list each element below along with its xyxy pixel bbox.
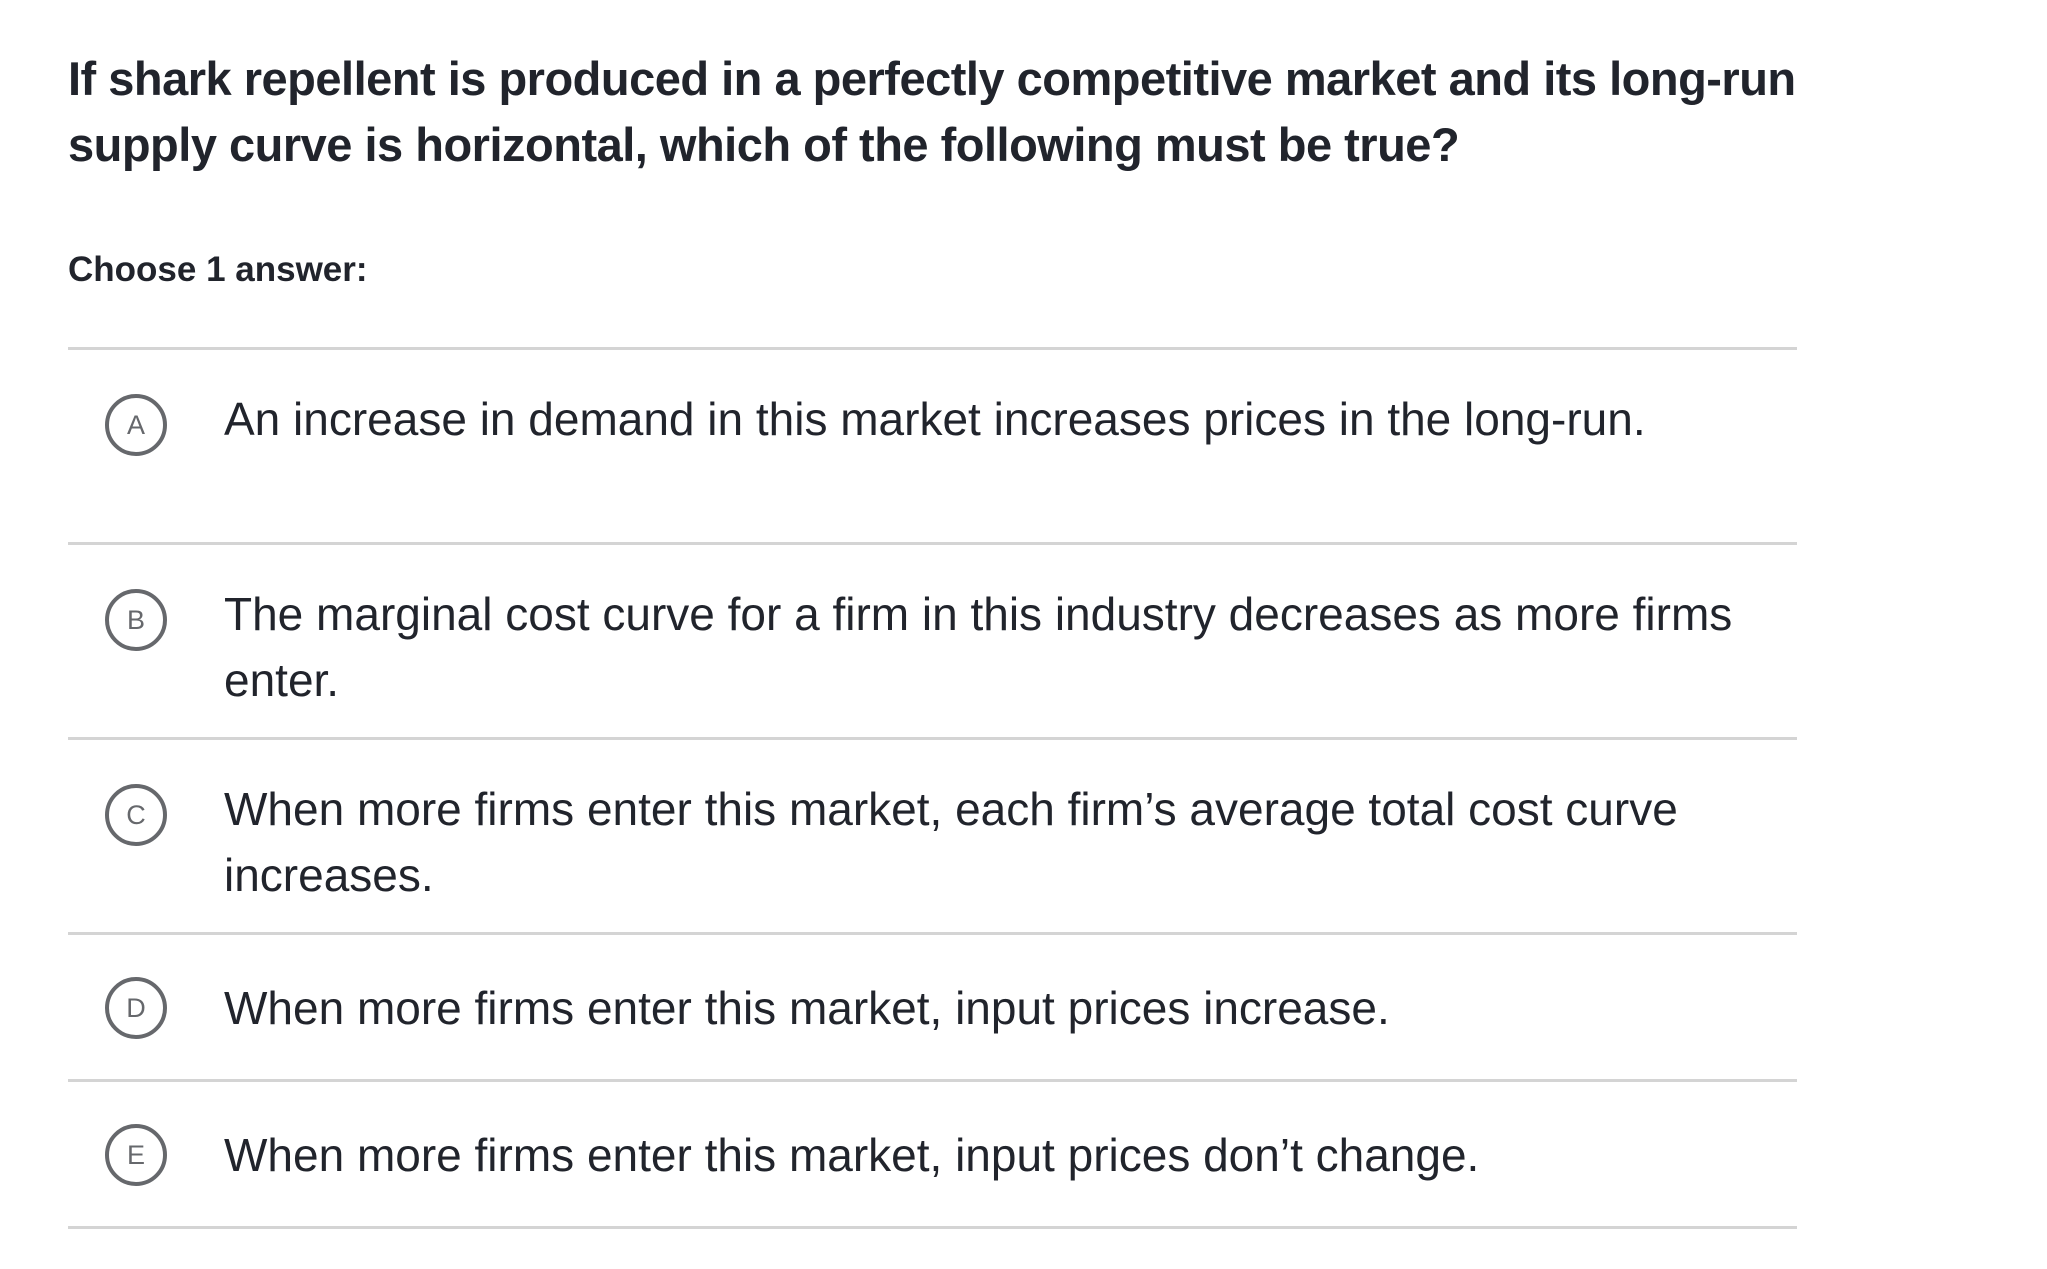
choice-e[interactable]: E When more firms enter this market, inp…: [68, 1082, 1797, 1229]
choice-a[interactable]: A An increase in demand in this market i…: [68, 350, 1797, 545]
choice-c[interactable]: C When more firms enter this market, eac…: [68, 740, 1797, 935]
question-text: If shark repellent is produced in a perf…: [68, 52, 1796, 171]
choice-text: When more firms enter this market, input…: [224, 982, 1390, 1034]
choice-letter-d-icon[interactable]: D: [105, 977, 167, 1039]
choice-text: The marginal cost curve for a firm in th…: [224, 588, 1733, 706]
instruction-label: Choose 1 answer:: [68, 250, 368, 289]
choice-letter-a-icon[interactable]: A: [105, 394, 167, 456]
choice-text: When more firms enter this market, input…: [224, 1129, 1480, 1181]
choice-letter-c-icon[interactable]: C: [105, 784, 167, 846]
answer-choices: A An increase in demand in this market i…: [68, 347, 1797, 1229]
choice-b[interactable]: B The marginal cost curve for a firm in …: [68, 545, 1797, 740]
choice-text: When more firms enter this market, each …: [224, 783, 1678, 901]
choice-text: An increase in demand in this market inc…: [224, 393, 1646, 445]
choice-d[interactable]: D When more firms enter this market, inp…: [68, 935, 1797, 1082]
choice-letter-b-icon[interactable]: B: [105, 589, 167, 651]
choice-letter-e-icon[interactable]: E: [105, 1124, 167, 1186]
